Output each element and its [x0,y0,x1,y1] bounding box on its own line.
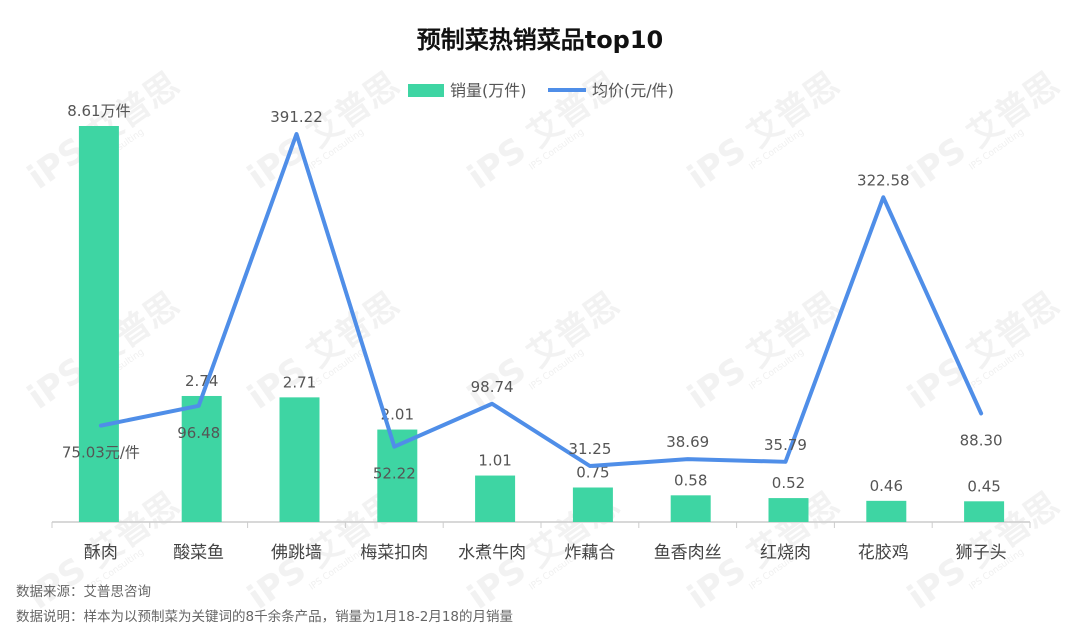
line-value-label: 96.48 [177,424,220,442]
category-label: 梅菜扣肉 [360,543,428,563]
line-labels: 75.03元/件 96.48 391.22 52.22 98.74 31.25 38.69 3… [62,108,1003,483]
bar [866,500,907,522]
line-value-label: 38.69 [666,433,709,451]
bar-value-label: 2.01 [381,406,414,424]
bar [181,395,222,522]
bar-value-label: 8.61万件 [67,102,130,120]
legend-line-label: 均价(元/件) [592,81,674,100]
bar [572,487,613,522]
category-labels: 酥肉 酸菜鱼 佛跳墙 梅菜扣肉 水煮牛肉 炸藕合 鱼香肉丝 红烧肉 花胶鸡 狮子头 [84,543,1007,563]
legend-bar-swatch [408,84,444,97]
category-label: 鱼香肉丝 [654,543,722,563]
bar [768,498,809,522]
line-value-label: 75.03元/件 [62,444,140,462]
category-label: 花胶鸡 [858,543,909,563]
x-axis-ticks [51,522,1031,528]
watermark-text: iPS 艾普思 [901,284,1067,417]
bar-value-label: 2.71 [283,373,316,391]
category-label: 佛跳墙 [271,543,322,563]
watermark-text: iPS 艾普思 [241,64,407,197]
price-line [98,132,984,468]
watermark-text: iPS 艾普思 [681,64,847,197]
line-value-label: 52.22 [373,465,416,483]
category-label: 酸菜鱼 [173,543,224,563]
watermark-text: iPS 艾普思 [901,64,1067,197]
line-value-label: 98.74 [471,378,514,396]
line-value-label: 88.30 [960,431,1003,449]
bar-value-label: 0.46 [870,477,903,495]
bar-value-label: 0.45 [967,477,1000,495]
bar [475,475,516,522]
chart-title: 预制菜热销菜品top10 [417,26,664,54]
bar-value-label: 0.52 [772,474,805,492]
bars [78,126,1005,522]
bar-value-label: 0.58 [674,471,707,489]
line-value-label: 322.58 [857,171,910,189]
bar-value-label: 2.74 [185,372,218,390]
line-value-label: 35.79 [764,436,807,454]
legend: 销量(万件) 均价(元/件) [408,81,674,100]
bar [279,397,320,522]
legend-bar-label: 销量(万件) [450,81,527,100]
bar-value-label: 1.01 [478,452,511,470]
watermark-text: iPS 艾普思 [461,284,627,417]
line-value-label: 31.25 [568,440,611,458]
watermark-text: iPS 艾普思 [681,284,847,417]
bar [670,495,711,522]
category-label: 水煮牛肉 [458,543,526,563]
line-value-label: 391.22 [270,108,323,126]
category-label: 狮子头 [956,543,1007,563]
bar-labels: 8.61万件 2.74 2.71 2.01 1.01 0.75 0.58 0.52 0.46 0.… [67,102,1001,495]
source-note: 数据来源：艾普思咨询 [16,584,151,600]
category-label: 红烧肉 [760,543,811,563]
category-label: 酥肉 [84,543,118,563]
category-label: 炸藕合 [564,543,615,563]
data-note: 数据说明：样本为以预制菜为关键词的8千余条产品，销量为1月18-2月18的月销量 [16,609,513,625]
bar [78,126,119,522]
watermark-text: iPS 艾普思 [241,284,407,417]
bar [964,501,1005,522]
bar-value-label: 0.75 [576,464,609,482]
